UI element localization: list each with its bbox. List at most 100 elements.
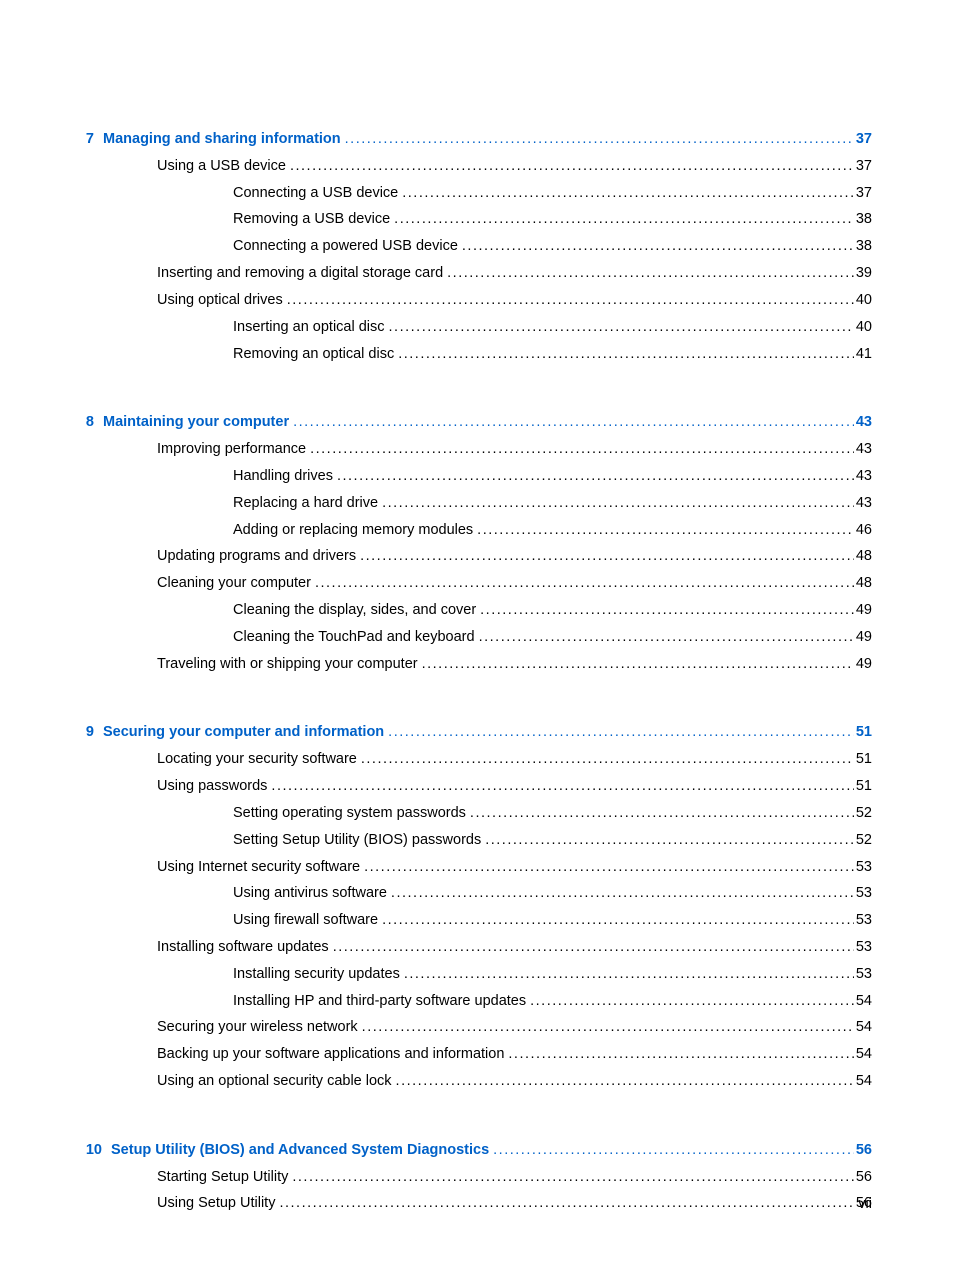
chapter-title: Managing and sharing information — [103, 126, 341, 153]
toc-chapter-row[interactable]: 10Setup Utility (BIOS) and Advanced Syst… — [82, 1137, 872, 1164]
dot-leader — [357, 746, 854, 773]
dot-leader — [267, 773, 853, 800]
page-number: vii — [858, 1196, 872, 1212]
entry-label: Using firewall software — [233, 907, 378, 934]
toc-entry-row[interactable]: Setting operating system passwords 52 — [82, 800, 872, 827]
dot-leader — [275, 1190, 853, 1217]
dot-leader — [481, 827, 854, 854]
entry-label: Improving performance — [157, 436, 306, 463]
entry-label: Handling drives — [233, 463, 333, 490]
toc-entry-row[interactable]: Using firewall software 53 — [82, 907, 872, 934]
dot-leader — [526, 988, 854, 1015]
entry-label: Removing an optical disc — [233, 341, 394, 368]
page-ref: 41 — [854, 341, 872, 368]
dot-leader — [385, 314, 854, 341]
entry-label: Cleaning the TouchPad and keyboard — [233, 624, 475, 651]
page-ref: 43 — [854, 436, 872, 463]
dot-leader — [387, 880, 854, 907]
page-ref: 51 — [854, 746, 872, 773]
toc-entry-row[interactable]: Using an optional security cable lock 54 — [82, 1068, 872, 1095]
toc-entry-row[interactable]: Cleaning the display, sides, and cover 4… — [82, 597, 872, 624]
entry-label: Using optical drives — [157, 287, 283, 314]
page-ref: 38 — [854, 206, 872, 233]
toc-entry-row[interactable]: Cleaning the TouchPad and keyboard 49 — [82, 624, 872, 651]
toc-container: 7Managing and sharing information 37Usin… — [82, 126, 872, 1217]
toc-entry-row[interactable]: Connecting a powered USB device 38 — [82, 233, 872, 260]
toc-entry-row[interactable]: Using Internet security software 53 — [82, 854, 872, 881]
entry-label: Connecting a USB device — [233, 180, 398, 207]
toc-entry-row[interactable]: Installing software updates 53 — [82, 934, 872, 961]
toc-entry-row[interactable]: Updating programs and drivers 48 — [82, 543, 872, 570]
entry-label: Traveling with or shipping your computer — [157, 651, 418, 678]
entry-label: Updating programs and drivers — [157, 543, 356, 570]
toc-entry-row[interactable]: Locating your security software 51 — [82, 746, 872, 773]
toc-page: 7Managing and sharing information 37Usin… — [0, 0, 954, 1270]
entry-label: Using a USB device — [157, 153, 286, 180]
page-ref: 49 — [854, 651, 872, 678]
toc-entry-row[interactable]: Cleaning your computer 48 — [82, 570, 872, 597]
page-ref: 54 — [854, 1014, 872, 1041]
dot-leader — [489, 1137, 854, 1164]
toc-entry-row[interactable]: Using passwords 51 — [82, 773, 872, 800]
toc-entry-row[interactable]: Inserting an optical disc 40 — [82, 314, 872, 341]
dot-leader — [356, 543, 854, 570]
toc-entry-row[interactable]: Using antivirus software 53 — [82, 880, 872, 907]
toc-entry-row[interactable]: Removing an optical disc 41 — [82, 341, 872, 368]
page-ref: 38 — [854, 233, 872, 260]
dot-leader — [384, 719, 854, 746]
page-ref: 54 — [854, 1041, 872, 1068]
chapter-number: 7 — [82, 126, 94, 153]
page-ref: 40 — [854, 287, 872, 314]
toc-chapter-row[interactable]: 9Securing your computer and information … — [82, 719, 872, 746]
toc-entry-row[interactable]: Connecting a USB device 37 — [82, 180, 872, 207]
toc-entry-row[interactable]: Replacing a hard drive 43 — [82, 490, 872, 517]
toc-entry-row[interactable]: Backing up your software applications an… — [82, 1041, 872, 1068]
page-ref: 37 — [854, 126, 872, 153]
page-ref: 53 — [854, 934, 872, 961]
entry-label: Using passwords — [157, 773, 267, 800]
dot-leader — [358, 1014, 854, 1041]
entry-label: Using Setup Utility — [157, 1190, 275, 1217]
page-ref: 40 — [854, 314, 872, 341]
toc-entry-row[interactable]: Removing a USB device 38 — [82, 206, 872, 233]
chapter-title: Setup Utility (BIOS) and Advanced System… — [111, 1137, 489, 1164]
page-ref: 49 — [854, 597, 872, 624]
dot-leader — [289, 409, 854, 436]
toc-entry-row[interactable]: Installing HP and third-party software u… — [82, 988, 872, 1015]
page-ref: 52 — [854, 800, 872, 827]
toc-entry-row[interactable]: Adding or replacing memory modules 46 — [82, 517, 872, 544]
toc-entry-row[interactable]: Inserting and removing a digital storage… — [82, 260, 872, 287]
entry-label: Securing your wireless network — [157, 1014, 358, 1041]
toc-entry-row[interactable]: Setting Setup Utility (BIOS) passwords 5… — [82, 827, 872, 854]
toc-chapter-row[interactable]: 7 Managing and sharing information 37 — [82, 126, 872, 153]
dot-leader — [283, 287, 854, 314]
dot-leader — [288, 1164, 853, 1191]
toc-entry-row[interactable]: Using optical drives 40 — [82, 287, 872, 314]
toc-entry-row[interactable]: Starting Setup Utility 56 — [82, 1164, 872, 1191]
dot-leader — [378, 907, 854, 934]
page-ref: 48 — [854, 543, 872, 570]
toc-entry-row[interactable]: Improving performance 43 — [82, 436, 872, 463]
chapter-number: 8 — [82, 409, 94, 436]
page-ref: 54 — [854, 1068, 872, 1095]
dot-leader — [306, 436, 854, 463]
entry-label: Using antivirus software — [233, 880, 387, 907]
toc-chapter-row[interactable]: 8Maintaining your computer 43 — [82, 409, 872, 436]
toc-entry-row[interactable]: Securing your wireless network 54 — [82, 1014, 872, 1041]
entry-label: Using an optional security cable lock — [157, 1068, 392, 1095]
chapter-title: Maintaining your computer — [103, 409, 289, 436]
page-ref: 37 — [854, 153, 872, 180]
page-ref: 46 — [854, 517, 872, 544]
toc-entry-row[interactable]: Traveling with or shipping your computer… — [82, 651, 872, 678]
entry-label: Installing software updates — [157, 934, 329, 961]
toc-section: 7Managing and sharing information 37Usin… — [82, 126, 872, 367]
page-ref: 39 — [854, 260, 872, 287]
toc-section: 9Securing your computer and information … — [82, 719, 872, 1094]
toc-entry-row[interactable]: Using Setup Utility 56 — [82, 1190, 872, 1217]
toc-entry-row[interactable]: Installing security updates 53 — [82, 961, 872, 988]
dot-leader — [473, 517, 854, 544]
entry-label: Connecting a powered USB device — [233, 233, 458, 260]
entry-label: Replacing a hard drive — [233, 490, 378, 517]
toc-entry-row[interactable]: Handling drives 43 — [82, 463, 872, 490]
toc-entry-row[interactable]: Using a USB device 37 — [82, 153, 872, 180]
